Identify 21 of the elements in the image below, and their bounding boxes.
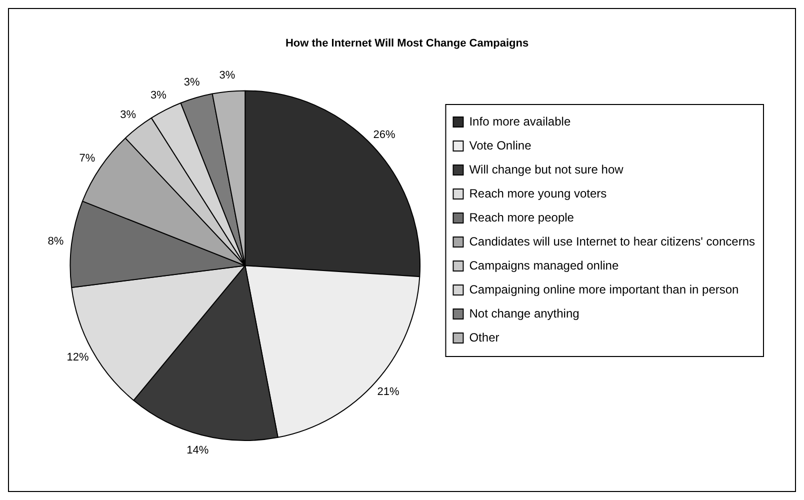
legend-label: Campaigns managed online (469, 258, 619, 272)
legend-label: Not change anything (469, 306, 580, 320)
data-label: 7% (79, 152, 96, 164)
data-label: 8% (48, 236, 64, 248)
legend-label: Reach more young voters (469, 186, 607, 200)
data-label: 14% (186, 444, 209, 457)
data-label: 12% (66, 352, 90, 364)
data-label: 21% (377, 386, 400, 398)
data-label: 26% (373, 128, 396, 141)
legend-label: Other (469, 330, 500, 344)
legend-label: Info more available (469, 114, 571, 128)
legend-label: Campaigning online more important than in person (469, 282, 739, 296)
legend-label: Will change but not sure how (469, 162, 624, 176)
legend-label: Reach more people (469, 210, 574, 224)
legend-label: Vote Online (469, 138, 532, 152)
data-label: 3% (219, 70, 236, 82)
legend-label: Candidates will use Internet to hear citizens' concerns (469, 234, 756, 248)
data-label: 3% (184, 76, 200, 88)
data-label: 3% (150, 90, 167, 102)
data-label: 3% (120, 108, 136, 121)
chart-title: How the Internet Will Most Change Campaigns (285, 38, 529, 50)
